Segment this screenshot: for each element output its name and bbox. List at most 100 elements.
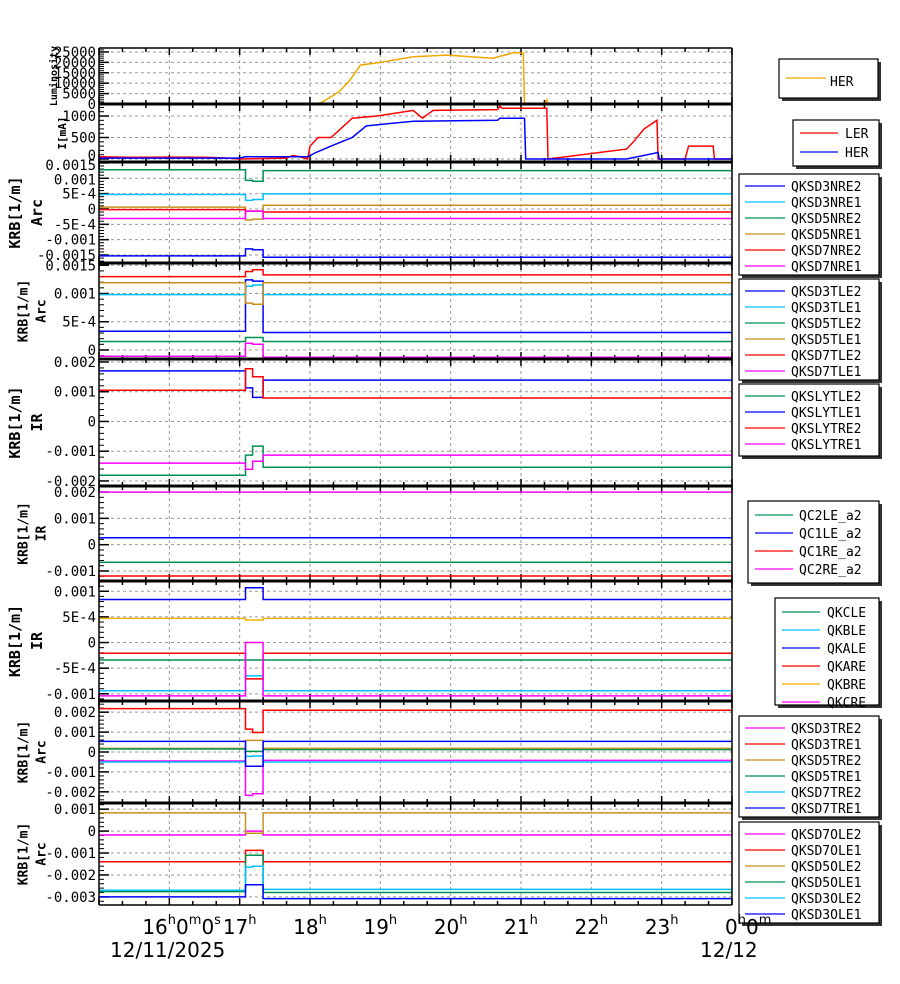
series-line-QKSLYTLE1 — [99, 370, 732, 399]
x-tick-label-part: h — [600, 913, 608, 928]
y-tick-label: -0.001 — [45, 846, 96, 862]
series-line-QKSD3TRE1 — [99, 707, 732, 734]
y-tick-label: 0.001 — [54, 511, 96, 527]
x-tick-label: 0h0m — [725, 913, 771, 939]
series-line-QKBRE — [99, 617, 732, 621]
legend-label: LER — [845, 127, 869, 142]
legend-label: QKSLYTRE2 — [791, 422, 861, 437]
panel-5: 0.002 0.001 0 -0.001 KRB[1/m] IR — [16, 484, 733, 581]
legend-5: QC2LE_a2 QC1LE_a2 QC1RE_a2 QC2RE_a2 — [747, 500, 882, 586]
legend-label: QKARE — [827, 660, 866, 675]
series-line-QKSD5NRE2 — [99, 168, 732, 183]
y-axis-label: Arc — [28, 199, 46, 226]
series-line-QKSD5TLE2 — [99, 336, 732, 343]
y-axis-label: KRB[1/m] — [16, 280, 31, 343]
y-tick-label: 0.001 — [54, 385, 96, 401]
series-line-QKSLYTRE1 — [99, 454, 732, 471]
x-tick-label: 18h — [293, 913, 327, 939]
y-tick-label: 0 — [88, 636, 96, 652]
x-tick-label-part: 20 — [434, 915, 459, 939]
x-date-label: 12/11/2025 — [110, 938, 225, 962]
x-tick-label-part: m — [759, 913, 772, 928]
legend-label: QKALE — [827, 642, 866, 657]
y-axis-label: KRB[1/m] — [16, 823, 31, 886]
legend-label: QKSD5NRE1 — [791, 228, 861, 243]
series-line-QKSD7OLE2 — [99, 830, 732, 836]
legend-label: QKSD3OLE1 — [791, 908, 861, 923]
panel-6: 0.001 5E-4 0 -5E-4 -0.001 KRB[1/m] IR — [6, 579, 733, 703]
legend-label: QKSLYTLE2 — [791, 390, 861, 405]
series-line-QKSD7NRE1 — [99, 210, 732, 220]
legend-label: QKCLE — [827, 606, 866, 621]
series-line-QKSD7TLE1 — [99, 342, 732, 359]
legend-label: QKSD5OLE2 — [791, 860, 861, 875]
series-line-QKSLYTLE2 — [99, 445, 732, 477]
y-tick-label: -0.002 — [45, 474, 96, 490]
y-tick-label: -0.0015 — [37, 248, 96, 264]
x-tick-label-part: h — [530, 913, 538, 928]
y-tick-label: -0.001 — [45, 765, 96, 781]
legend-box — [738, 173, 880, 276]
legend-label: QKBLE — [827, 624, 866, 639]
legend-label: QKSD7NRE1 — [791, 260, 861, 275]
x-tick-label: 16h0m0s — [142, 913, 221, 939]
legend-label: HER — [830, 75, 854, 90]
legend-label: QKSLYTLE1 — [791, 406, 861, 421]
panel-3: 0.0015 0.001 5E-4 0 KRB[1/m] Arc — [16, 258, 733, 359]
x-tick-label: 23h — [645, 913, 679, 939]
y-tick-label: 0.002 — [54, 705, 96, 721]
legend-label: QKSD3NRE1 — [791, 196, 861, 211]
legend-label: QKSLYTRE1 — [791, 438, 861, 453]
x-tick-label-part: h — [168, 913, 176, 928]
series-line-QKSD7NRE2 — [99, 208, 732, 213]
y-tick-label: 0 — [88, 97, 96, 113]
y-axis-label: KRB[1/m] — [16, 502, 31, 565]
y-tick-label: -0.002 — [45, 785, 96, 801]
y-tick-label: -0.001 — [45, 233, 96, 249]
y-tick-label: 5000 — [62, 87, 96, 103]
legend-label: QKCRE — [827, 696, 866, 711]
legend-label: QKSD5TRE1 — [791, 770, 861, 785]
series-line-QKSD5TRE1 — [99, 748, 732, 753]
series-line-QKSD7TRE1 — [99, 740, 732, 768]
y-tick-label: 0 — [88, 148, 96, 164]
series-line-QKCRE — [99, 641, 732, 697]
legend-label: QKSD5NRE2 — [791, 212, 861, 227]
series-line-QKSD3TLE1 — [99, 284, 732, 296]
panel-8: 0.001 0 -0.001 -0.002 -0.003 KRB[1/m] Arc — [16, 801, 733, 906]
y-tick-label: 20000 — [54, 55, 96, 71]
y-tick-label: 5E-4 — [62, 315, 96, 331]
x-tick-label: 22h — [574, 913, 608, 939]
y-axis-label: Arc — [34, 842, 49, 865]
x-tick-label-part: 22 — [574, 915, 599, 939]
y-tick-label: 0.001 — [54, 172, 96, 188]
y-tick-label: -0.001 — [45, 444, 96, 460]
x-tick-label-part: s — [214, 913, 221, 928]
series-line-QKSD7OLE1 — [99, 849, 732, 863]
legend-label: QKSD5OLE1 — [791, 876, 861, 891]
series-line-QKSD3OLE1 — [99, 884, 732, 900]
x-tick-label-part: h — [738, 913, 746, 928]
y-axis-label: IR — [34, 526, 49, 542]
x-tick-label-part: 23 — [645, 915, 670, 939]
legend-0: HER — [778, 58, 881, 101]
y-tick-label: 0.002 — [54, 355, 96, 371]
legend-8: QKSD7OLE2QKSD7OLE1QKSD5OLE2QKSD5OLE1QKSD… — [738, 821, 882, 926]
legend-label: QKSD3TRE2 — [791, 722, 861, 737]
x-tick-label-part: m — [189, 913, 202, 928]
legend-label: QKSD5TLE2 — [791, 317, 861, 332]
y-tick-label: 1000 — [62, 109, 96, 125]
series-line-LER — [99, 104, 732, 160]
y-axis-label: Arc — [34, 299, 49, 322]
x-tick-label: 19h — [363, 913, 397, 939]
legend-label: QKSD5TRE2 — [791, 754, 861, 769]
y-tick-label: 0.0015 — [45, 258, 96, 274]
legend-label: QC2RE_a2 — [799, 563, 862, 578]
x-tick-label: 20h — [434, 913, 468, 939]
y-tick-label: 0.0015 — [45, 158, 96, 174]
y-tick-label: 0.001 — [54, 286, 96, 302]
y-axis-label: KRB[1/m] — [6, 386, 24, 458]
